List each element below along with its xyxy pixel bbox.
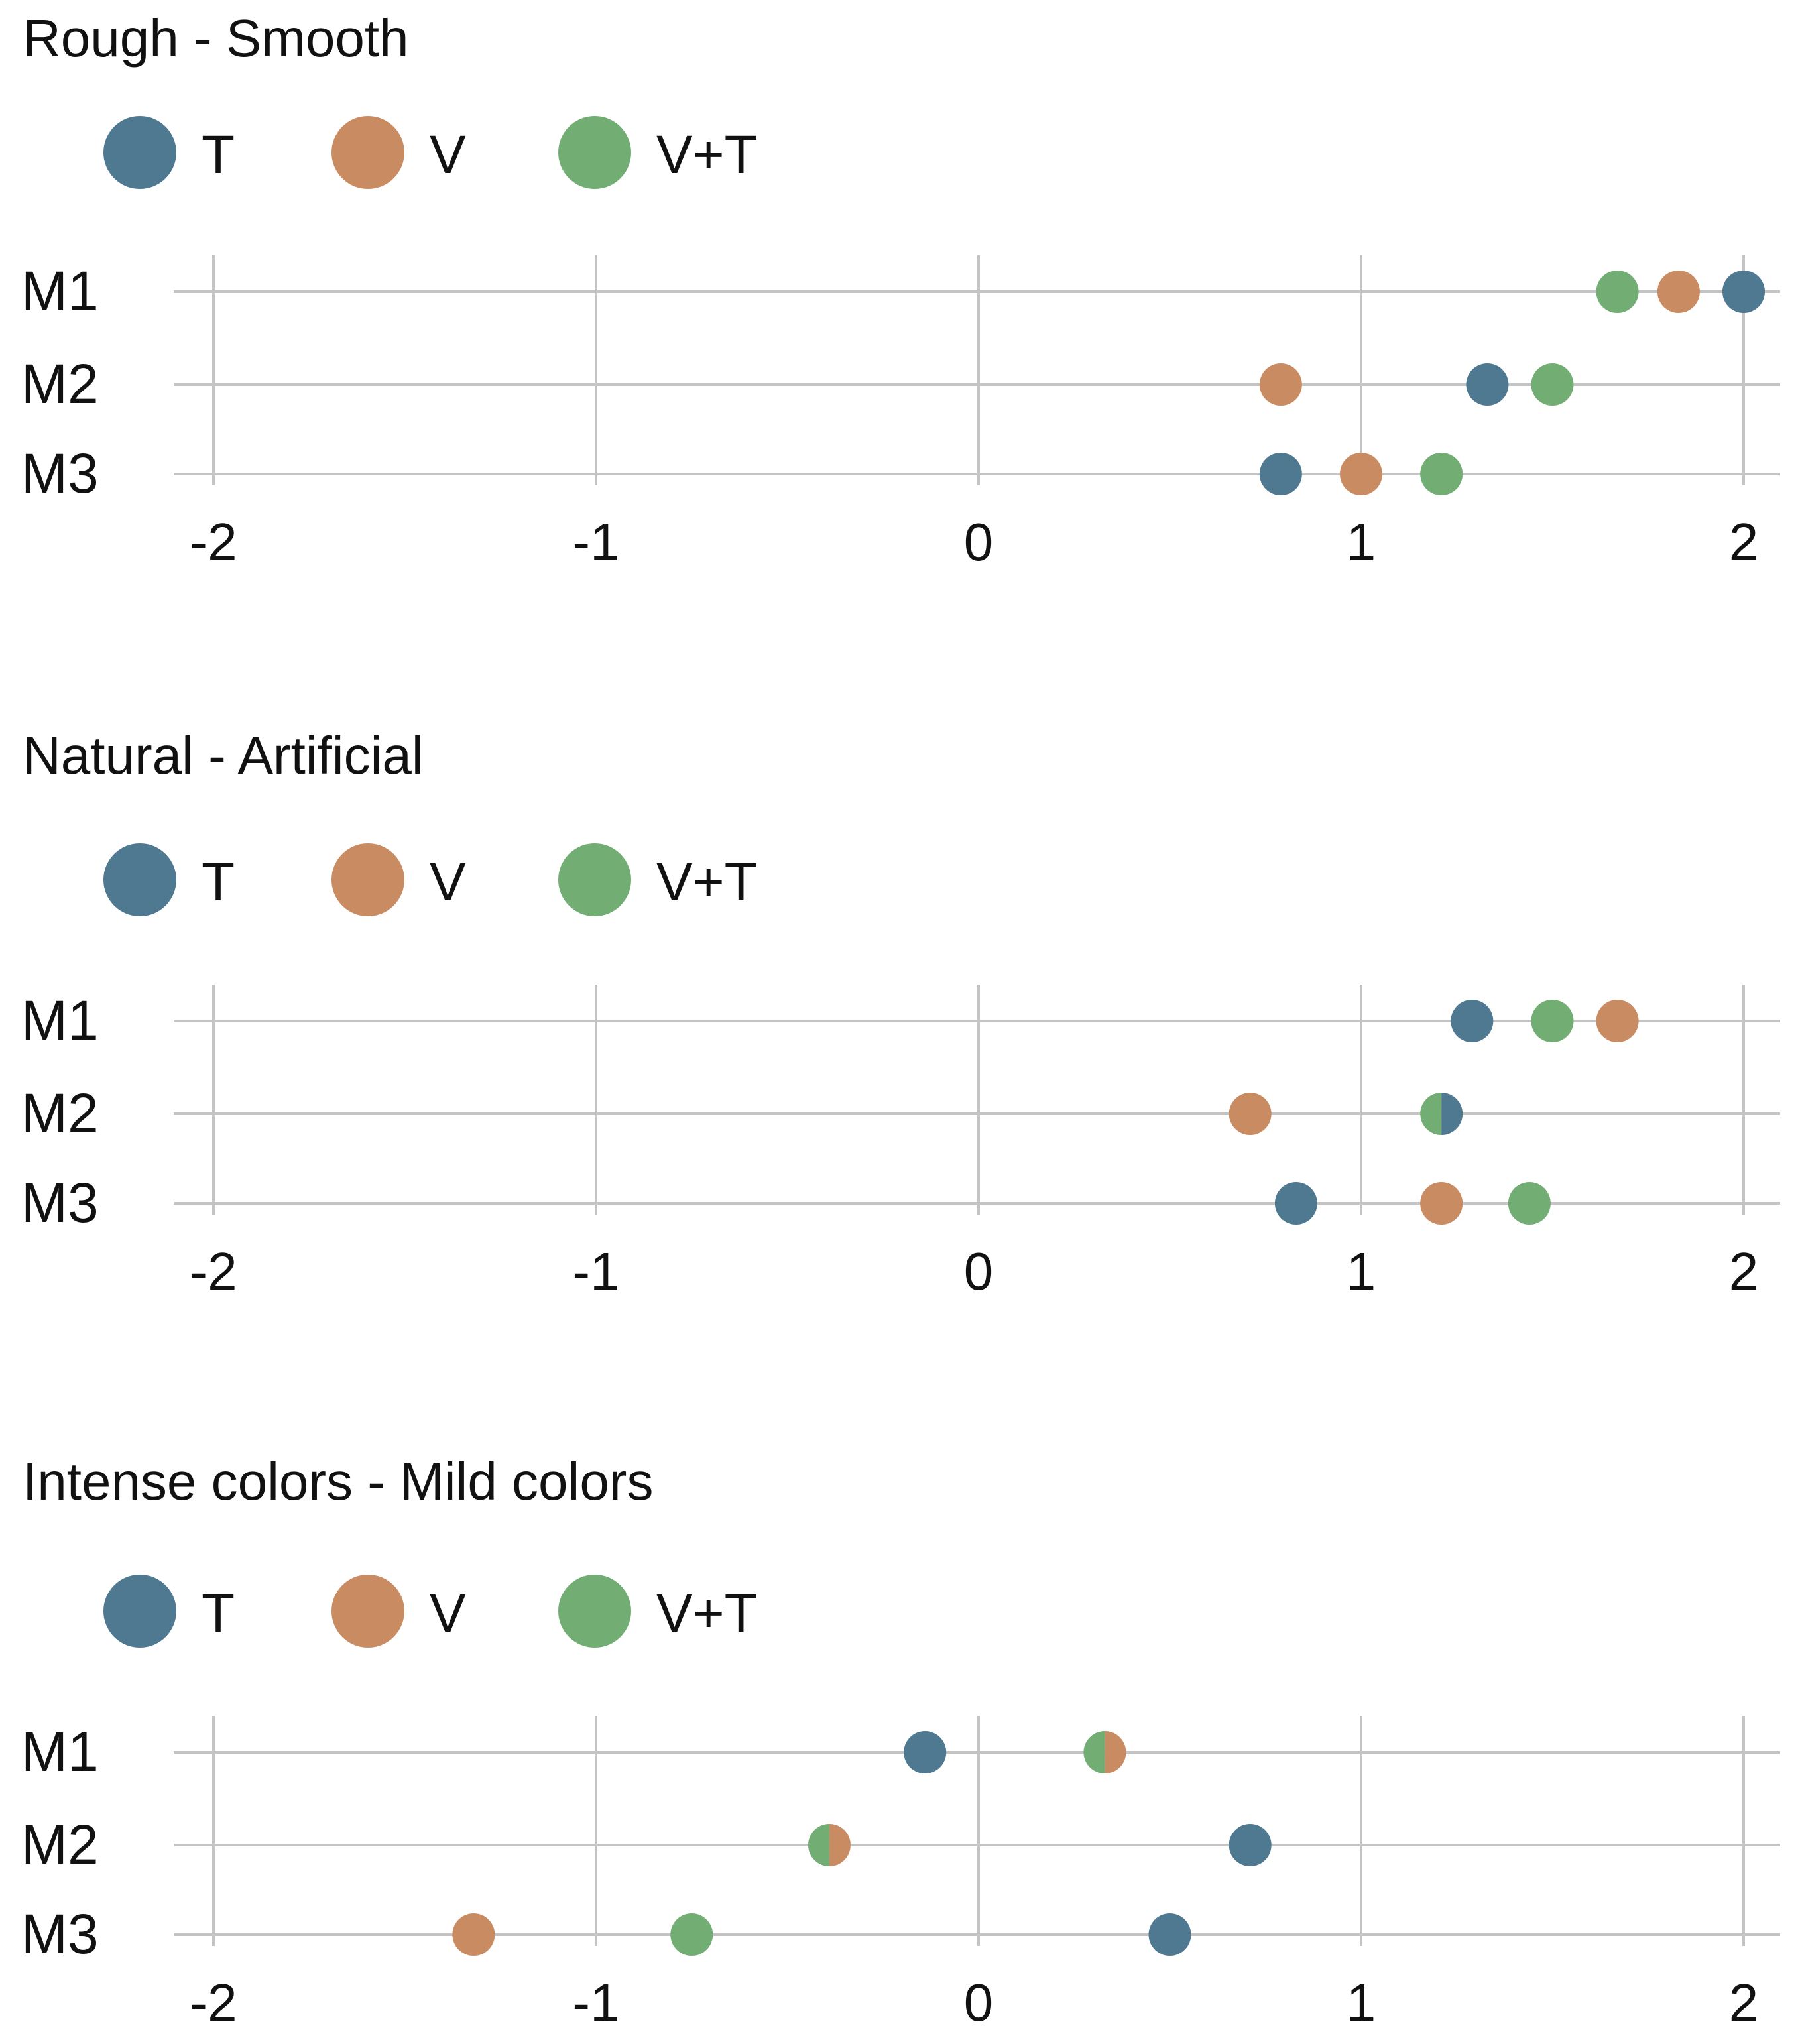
plot-area: -2 -1 0 1 2 M1 M2 M3 [21, 985, 1780, 1301]
data-point-V-M3 [1420, 1182, 1463, 1225]
data-point-V-M3 [452, 1913, 495, 1956]
x-tick-label: 2 [1729, 1242, 1759, 1301]
x-tick-label: 0 [964, 512, 994, 571]
y-category-label: M3 [21, 1172, 99, 1234]
data-point-V-M1 [1657, 271, 1700, 313]
x-tick-label: 1 [1347, 512, 1376, 571]
y-category-label: M2 [21, 1082, 99, 1144]
y-category-label: M1 [21, 260, 99, 322]
chart-panel-natural-artificial: Natural - Artificial T V V+T -2 -1 0 1 2 M1 M2… [0, 729, 1800, 1313]
legend-marker-t [103, 1575, 176, 1648]
data-point-T-M1 [1722, 271, 1765, 313]
x-tick-label: 0 [964, 1242, 994, 1301]
legend-marker-vt [558, 1575, 631, 1648]
legend-marker-vt [558, 116, 631, 189]
chart-title: Intense colors - Mild colors [23, 1452, 654, 1511]
y-category-label: M3 [21, 1903, 99, 1965]
x-tick-label: -2 [190, 1242, 237, 1301]
legend-label-vt: V+T [656, 1583, 758, 1644]
data-point-T-M1 [904, 1731, 947, 1773]
data-point-VT-M1 [1596, 271, 1639, 313]
data-point-VT-M1 [1531, 1000, 1574, 1042]
y-category-label: M3 [21, 442, 99, 505]
x-tick-label: 0 [964, 1973, 994, 2032]
legend-marker-vt [558, 843, 631, 916]
chart-panel-rough-smooth: Rough - Smooth T V V+T -2 -1 0 1 2 M1 M2 M3 [0, 0, 1800, 583]
data-point-VT-M2 [808, 1824, 829, 1866]
data-point-VT-M3 [1420, 453, 1463, 495]
plot-area: -2 -1 0 1 2 M1 M2 M3 [21, 255, 1780, 571]
legend-label-vt: V+T [656, 852, 758, 912]
data-point-T-M2 [1466, 363, 1509, 406]
chart-panel-intense-mild-colors: Intense colors - Mild colors T V V+T -2-… [0, 1455, 1800, 2039]
data-point-V-M3 [1340, 453, 1382, 495]
data-point-VT-M2 [1531, 363, 1574, 406]
data-point-T-M2 [1441, 1093, 1463, 1135]
data-point-T-M1 [1451, 1000, 1494, 1042]
chart-title: Rough - Smooth [23, 9, 409, 68]
data-point-T-M3 [1259, 453, 1302, 495]
y-category-label: M1 [21, 1720, 99, 1783]
legend-marker-t [103, 116, 176, 189]
y-category-label: M2 [21, 353, 99, 415]
legend-label-t: T [202, 125, 235, 185]
x-tick-label: -2 [190, 1973, 237, 2032]
legend-marker-t [103, 843, 176, 916]
data-point-T-M3 [1274, 1182, 1317, 1225]
data-point-T-M3 [1148, 1913, 1191, 1956]
data-point-V-M2 [1259, 363, 1302, 406]
legend-marker-v [331, 843, 404, 916]
x-tick-label: 2 [1729, 1973, 1759, 2032]
legend-label-t: T [202, 852, 235, 912]
x-tick-label: -2 [190, 512, 237, 571]
x-tick-label: -1 [572, 512, 619, 571]
legend-label-t: T [202, 1583, 235, 1644]
legend-marker-v [331, 1575, 404, 1648]
data-point-V-M2 [829, 1824, 851, 1866]
plot-area: -2 -1 0 1 2 M1 M2 M3 [21, 1716, 1780, 2032]
data-point-VT-M1 [1083, 1731, 1105, 1773]
legend-label-v: V [430, 125, 466, 185]
data-point-T-M2 [1229, 1824, 1272, 1866]
data-point-V-M1 [1596, 1000, 1639, 1042]
x-tick-label: 1 [1347, 1973, 1376, 2032]
data-point-VT-M3 [670, 1913, 713, 1956]
x-tick-label: -1 [572, 1242, 619, 1301]
x-tick-label: 1 [1347, 1242, 1376, 1301]
data-point-VT-M2 [1420, 1093, 1442, 1135]
data-point-VT-M3 [1508, 1182, 1551, 1225]
y-category-label: M1 [21, 989, 99, 1052]
x-tick-label: 2 [1729, 512, 1759, 571]
legend-label-v: V [430, 852, 466, 912]
x-tick-label: -1 [572, 1973, 619, 2032]
legend-label-vt: V+T [656, 125, 758, 185]
legend-marker-v [331, 116, 404, 189]
data-point-V-M2 [1229, 1093, 1272, 1135]
y-category-label: M2 [21, 1813, 99, 1876]
chart-title: Natural - Artificial [23, 726, 424, 785]
legend-label-v: V [430, 1583, 466, 1644]
data-point-V-M1 [1105, 1731, 1126, 1773]
